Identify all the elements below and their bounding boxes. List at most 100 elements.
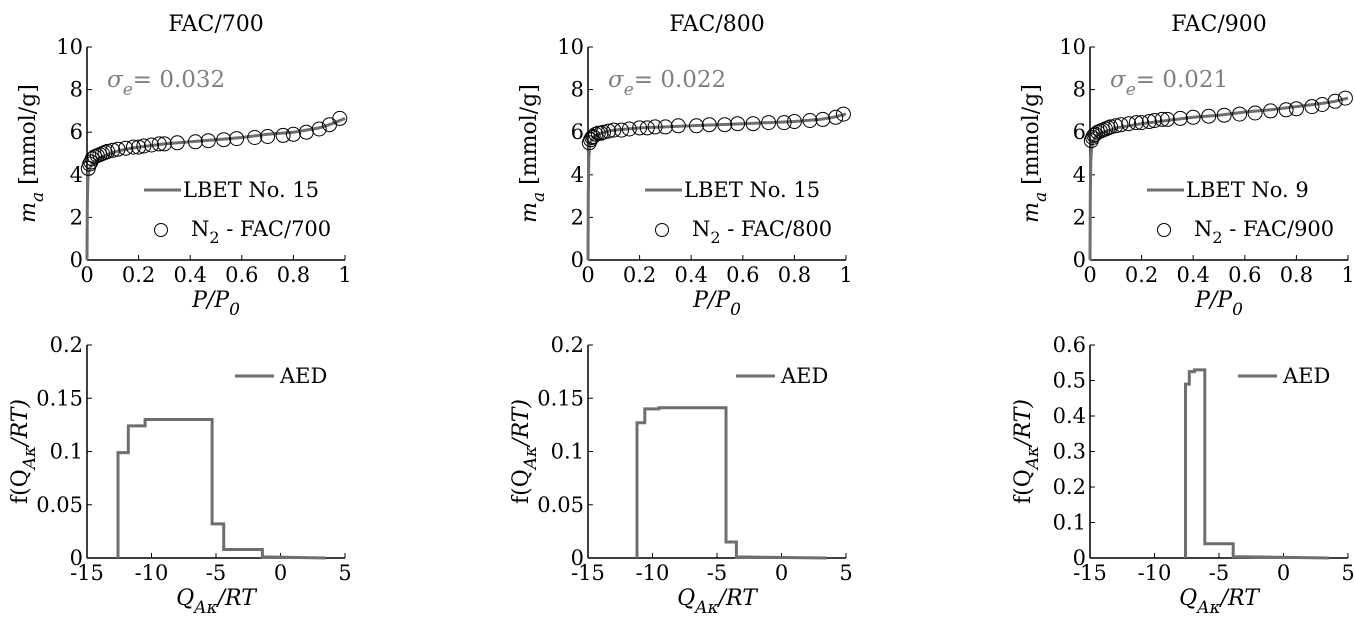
x-tick-label: -5 — [1209, 561, 1229, 585]
y-tick-label: 0 — [70, 248, 83, 272]
n2-data-point — [606, 122, 622, 138]
x-tick-label: 0.8 — [778, 263, 811, 287]
sigma-symbol: σ — [1110, 67, 1127, 93]
n2-data-point — [1159, 111, 1175, 127]
n2-data-point — [1108, 118, 1124, 134]
y-axis-label-main: f(Q — [509, 469, 534, 504]
y-axis-label-main: f(Q — [8, 469, 33, 504]
n2-data-point — [110, 141, 126, 157]
y-tick-label: 0.2 — [1053, 475, 1086, 499]
x-tick-label: 0 — [775, 561, 788, 585]
y-tick-label: 0.15 — [537, 386, 584, 410]
n2-data-point — [100, 143, 116, 159]
n2-data-point — [1154, 111, 1170, 127]
lbet-series-line — [1088, 96, 1349, 261]
n2-data-point — [776, 115, 792, 131]
y-tick-label: 0 — [571, 546, 584, 570]
panel-title: FAC/900 — [1171, 12, 1266, 37]
x-axis-label: P/P0 — [692, 288, 741, 320]
x-axis-label-sub: Aκ — [693, 598, 718, 618]
n2-data-point — [1141, 114, 1157, 129]
x-axis-label-main: P/P — [191, 288, 230, 313]
y-tick-label: 8 — [70, 78, 83, 102]
legend-label-data: N2 - FAC/800 — [692, 217, 832, 247]
y-tick-label: 0.05 — [36, 493, 83, 517]
x-axis-label-main: Q — [1179, 586, 1197, 611]
legend-label-model: LBET No. 15 — [684, 178, 820, 202]
y-axis-label-sub: Aκ — [20, 446, 40, 471]
x-tick-label: 0.6 — [726, 263, 759, 287]
y-axis-label-tail: /RT) — [8, 399, 33, 448]
panel-4: -15 -10 -5 0 500.050.10.150.2QAκ/RTf(QAκ/RT)… — [8, 333, 352, 618]
n2-data-point — [332, 110, 348, 126]
sigma-symbol: σ — [608, 67, 625, 93]
x-axis-label-main: P/P — [1194, 288, 1233, 313]
n2-data-point — [670, 118, 686, 134]
n2-data-point — [169, 135, 185, 151]
n2-data-point — [151, 136, 167, 152]
n2-data-point — [1247, 105, 1263, 121]
n2-data-point — [216, 132, 232, 148]
y-tick-label: 6 — [571, 120, 584, 144]
x-tick-label: 0.8 — [277, 263, 310, 287]
n2-data-point — [688, 118, 704, 134]
n2-data-point — [84, 151, 100, 167]
y-tick-label: 10 — [1059, 35, 1086, 59]
n2-data-point — [657, 119, 673, 135]
x-tick-label: 0.6 — [225, 263, 258, 287]
panel-6: -15 -10 -5 0 500.10.20.30.40.50.6QAκ/RTf(QAκ… — [1011, 333, 1355, 618]
n2-data-point — [1304, 99, 1320, 115]
y-tick-label: 6 — [1073, 120, 1086, 144]
y-axis-label-unit: [mmol/g] — [517, 84, 542, 192]
y-axis-label-sub: a — [28, 192, 48, 202]
y-tick-label: 4 — [1073, 163, 1086, 187]
y-axis-label-tail: /RT) — [509, 399, 534, 448]
x-tick-label: 0.2 — [122, 263, 155, 287]
y-tick-label: 2 — [70, 205, 83, 229]
x-tick-label: 0.2 — [1125, 263, 1158, 287]
legend-data-tail: - FAC/900 — [1223, 217, 1335, 241]
sigma-annotation: σe= 0.022 — [608, 67, 726, 100]
x-tick-label: 0.4 — [173, 263, 206, 287]
y-axis-label-unit: [mmol/g] — [1019, 84, 1044, 192]
legend-label-aed: AED — [279, 364, 327, 388]
aed-series-line — [116, 418, 326, 560]
x-axis-label-tail: /RT — [1219, 586, 1262, 611]
x-tick-label: 5 — [839, 561, 852, 585]
y-tick-label: 0 — [70, 546, 83, 570]
n2-data-point — [701, 117, 717, 133]
y-tick-label: 0.3 — [1053, 440, 1086, 464]
x-tick-label: -15 — [1073, 561, 1107, 585]
x-tick-label: -5 — [206, 561, 226, 585]
y-tick-label: 0 — [1073, 546, 1086, 570]
x-axis-label-sub: Aκ — [192, 598, 217, 618]
n2-data-point — [1185, 109, 1201, 125]
x-tick-label: 0 — [274, 561, 287, 585]
x-axis-label-main: Q — [677, 586, 695, 611]
n2-data-point — [730, 116, 746, 132]
n2-data-point — [118, 140, 134, 156]
x-axis-label-sub: Aκ — [1195, 598, 1220, 618]
x-axis-label-sub: 0 — [730, 300, 741, 320]
y-tick-label: 6 — [70, 120, 83, 144]
n2-data-point — [828, 109, 844, 125]
legend-data-n: N — [1194, 217, 1212, 241]
sigma-annotation: σe= 0.021 — [1110, 67, 1228, 100]
legend-data-sub: 2 — [1212, 228, 1222, 247]
n2-data-point — [311, 121, 327, 137]
y-tick-label: 2 — [1073, 205, 1086, 229]
n2-data-point — [1103, 119, 1119, 135]
n2-data-point — [1216, 107, 1232, 123]
n2-data-point — [835, 106, 851, 122]
n2-data-point — [144, 137, 159, 153]
legend-data-n: N — [692, 217, 710, 241]
x-axis-label-sub: 0 — [229, 300, 240, 320]
x-tick-label: 0 — [1083, 263, 1096, 287]
n2-data-point — [285, 126, 301, 142]
x-axis-label-tail: /RT — [216, 586, 259, 611]
n2-data-point — [1113, 117, 1129, 133]
legend-marker-swatch — [1157, 223, 1171, 237]
n2-data-point — [1128, 115, 1144, 131]
